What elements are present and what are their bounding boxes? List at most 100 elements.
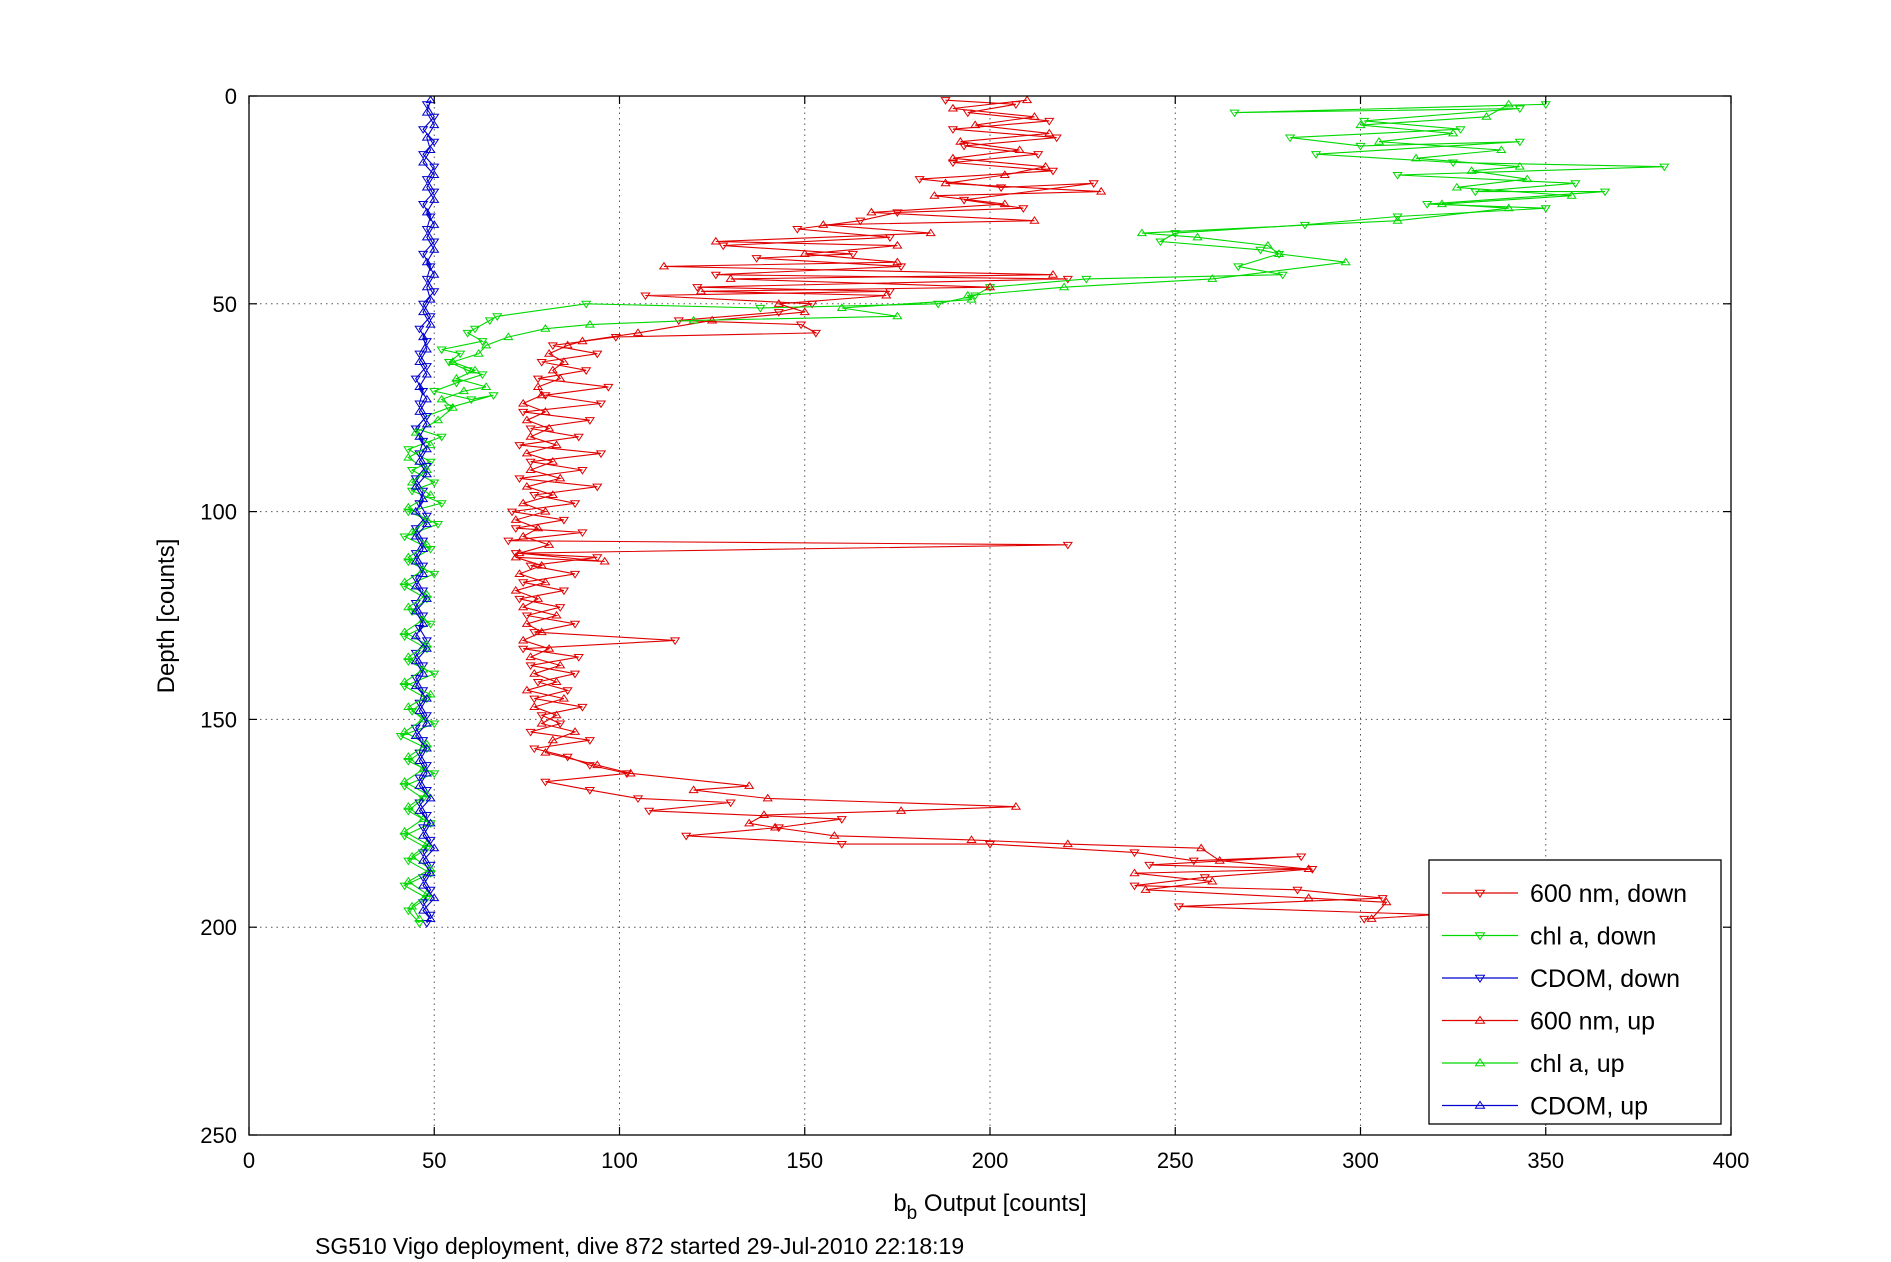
data-point xyxy=(573,433,584,442)
data-point xyxy=(421,519,432,528)
x-tick-label: 0 xyxy=(243,1148,255,1173)
data-point xyxy=(818,220,829,228)
data-point xyxy=(414,432,425,440)
data-point xyxy=(1010,801,1022,810)
data-point xyxy=(1140,885,1151,893)
data-point xyxy=(421,275,432,284)
data-point xyxy=(425,689,436,698)
data-point xyxy=(410,425,421,434)
series-line xyxy=(414,100,436,920)
data-point xyxy=(1422,201,1433,209)
data-point xyxy=(510,550,521,558)
data-point xyxy=(418,687,429,695)
data-point xyxy=(484,317,495,326)
data-point xyxy=(510,585,521,594)
data-point xyxy=(514,442,525,450)
data-point xyxy=(418,126,429,134)
data-point xyxy=(418,714,429,723)
data-point xyxy=(984,841,996,849)
data-point xyxy=(962,290,973,299)
data-point xyxy=(421,595,432,604)
data-point xyxy=(669,637,681,646)
data-point xyxy=(1096,186,1107,195)
series-line xyxy=(508,99,1435,920)
data-point xyxy=(1207,274,1218,282)
data-point xyxy=(425,95,436,104)
data-point xyxy=(421,811,432,820)
data-point xyxy=(399,683,410,691)
data-point xyxy=(529,629,540,637)
data-point xyxy=(462,329,473,338)
data-point xyxy=(595,450,607,459)
data-point xyxy=(414,407,425,415)
y-tick-label: 100 xyxy=(200,500,237,525)
data-point xyxy=(1144,861,1155,870)
data-point xyxy=(399,583,410,592)
data-point xyxy=(477,371,488,380)
data-point xyxy=(584,762,595,770)
data-point xyxy=(529,745,540,754)
data-point xyxy=(421,107,432,116)
data-point xyxy=(1155,238,1166,247)
data-point xyxy=(429,120,440,129)
data-point xyxy=(1540,205,1551,213)
data-point xyxy=(414,350,425,359)
data-point xyxy=(710,236,721,245)
data-point xyxy=(525,652,536,661)
data-point xyxy=(421,768,432,777)
legend-marker xyxy=(1474,1058,1486,1067)
data-point xyxy=(399,782,410,791)
data-point xyxy=(421,712,432,720)
data-point xyxy=(1355,142,1366,151)
data-point xyxy=(1410,153,1422,162)
data-point xyxy=(1229,109,1240,118)
data-point xyxy=(421,419,432,428)
data-point xyxy=(414,774,425,783)
data-point xyxy=(1481,112,1492,120)
data-point xyxy=(418,612,429,621)
data-point xyxy=(403,552,414,561)
data-point xyxy=(1373,137,1385,145)
data-point xyxy=(569,727,581,735)
data-point xyxy=(1451,182,1462,191)
data-point xyxy=(421,225,432,234)
data-point xyxy=(514,569,525,577)
data-point xyxy=(769,822,781,831)
data-point xyxy=(1303,893,1314,902)
data-point xyxy=(510,552,521,561)
data-point xyxy=(399,533,410,542)
data-point xyxy=(573,654,584,662)
data-point xyxy=(418,494,429,503)
data-point xyxy=(773,299,784,307)
data-point xyxy=(418,619,429,627)
data-point xyxy=(451,373,462,382)
data-point xyxy=(418,544,429,553)
data-point xyxy=(540,747,551,756)
data-point xyxy=(421,465,432,474)
data-point xyxy=(429,288,440,297)
data-point xyxy=(421,257,432,266)
data-point xyxy=(569,670,581,679)
data-point xyxy=(1062,275,1073,284)
data-point xyxy=(1447,159,1459,168)
data-point xyxy=(429,388,440,396)
data-point xyxy=(1088,180,1099,188)
data-point xyxy=(1273,249,1285,257)
data-point xyxy=(543,540,555,548)
series-5 xyxy=(410,95,440,922)
data-point xyxy=(595,400,607,409)
data-point xyxy=(410,506,421,515)
data-point xyxy=(577,336,588,345)
data-point xyxy=(425,294,436,303)
data-point xyxy=(529,695,540,704)
data-point xyxy=(569,620,581,629)
data-point xyxy=(418,899,429,907)
data-point xyxy=(429,163,440,172)
data-point xyxy=(529,491,540,500)
data-point xyxy=(406,477,418,486)
data-point xyxy=(403,508,414,517)
data-point xyxy=(1307,865,1318,874)
data-point xyxy=(403,652,414,661)
data-point xyxy=(418,664,429,673)
legend-label: chl a, down xyxy=(1530,923,1656,951)
